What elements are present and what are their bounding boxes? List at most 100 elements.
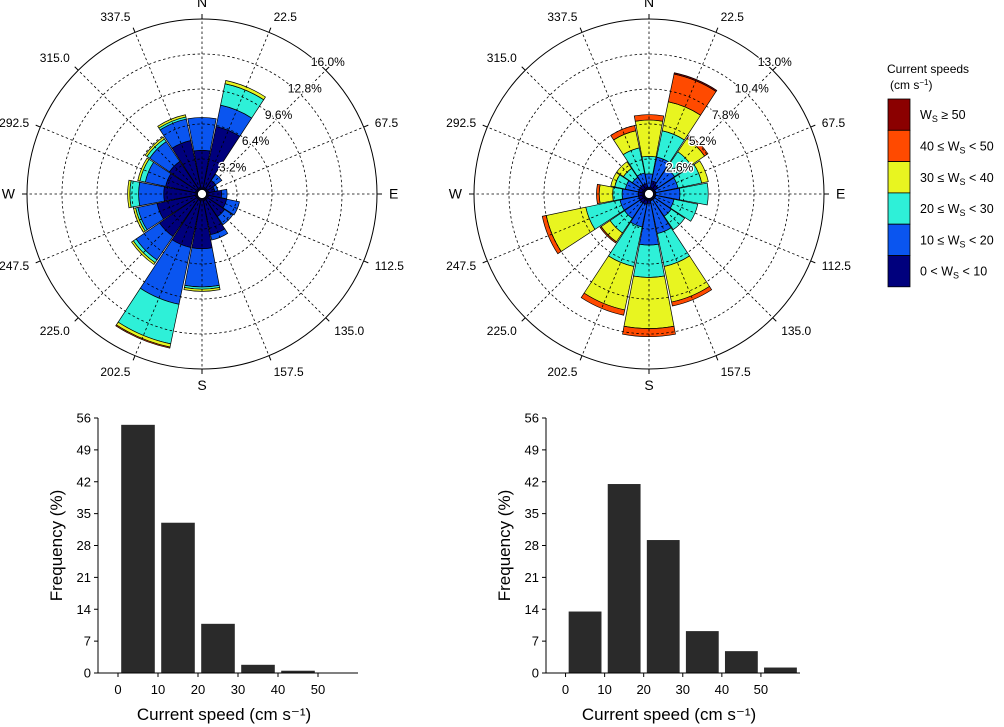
legend-label: 20 ≤ WS < 30 bbox=[920, 202, 994, 218]
histogram-bar bbox=[201, 623, 235, 673]
rose-tick bbox=[35, 124, 41, 128]
direction-label: 247.5 bbox=[0, 259, 30, 273]
petal-2700-bin-3 bbox=[127, 179, 132, 209]
direction-label: 202.5 bbox=[547, 365, 577, 379]
petal-1350-bin-1 bbox=[216, 208, 234, 226]
direction-label: 67.5 bbox=[375, 116, 399, 130]
grid-spoke bbox=[134, 32, 203, 195]
radial-tick-label: 16.0% bbox=[311, 55, 345, 69]
y-tick-label: 0 bbox=[84, 666, 91, 681]
legend-swatch bbox=[887, 192, 911, 225]
x-tick-label: 10 bbox=[597, 682, 611, 697]
legend-label: 10 ≤ WS < 20 bbox=[920, 233, 994, 249]
y-axis-label: Frequency (%) bbox=[47, 490, 66, 601]
histogram-bar bbox=[764, 667, 797, 673]
rose-tick bbox=[810, 124, 816, 128]
petal-675-bin-3 bbox=[693, 160, 709, 184]
direction-label: 292.5 bbox=[446, 116, 476, 130]
radial-tick-label: 13.0% bbox=[758, 55, 792, 69]
direction-label: E bbox=[836, 186, 845, 202]
direction-label: 292.5 bbox=[0, 116, 30, 130]
petal-1575-bin-1 bbox=[210, 228, 229, 241]
petal-900-bin-2 bbox=[679, 182, 709, 206]
histogram-bar bbox=[685, 631, 719, 673]
direction-label: 135.0 bbox=[781, 324, 811, 338]
rose-tick bbox=[268, 355, 272, 361]
direction-label: 315.0 bbox=[40, 51, 70, 65]
rose-tick bbox=[482, 260, 488, 264]
direction-label: 315.0 bbox=[487, 51, 517, 65]
rose-tick bbox=[35, 260, 41, 264]
legend-label: 30 ≤ WS < 40 bbox=[920, 171, 994, 187]
petal-0-bin-1 bbox=[187, 117, 217, 152]
x-tick-label: 0 bbox=[562, 682, 569, 697]
rose-tick bbox=[772, 66, 777, 71]
x-tick-label: 50 bbox=[754, 682, 768, 697]
rose-tick bbox=[579, 355, 583, 361]
rose-tick bbox=[772, 317, 777, 322]
wind-rose-left: 3.2% 6.4% 9.6% 12.8% 16.0% N 22.5 67.5 E 112.5 135… bbox=[0, 0, 404, 393]
petal-3375-bin-3 bbox=[157, 114, 187, 129]
grid-spoke bbox=[487, 193, 650, 262]
petal-2250-bin-3 bbox=[131, 240, 156, 265]
grid-spoke bbox=[201, 32, 270, 195]
legend-swatch bbox=[887, 161, 911, 194]
x-tick-label: 20 bbox=[191, 682, 205, 697]
direction-label: 22.5 bbox=[721, 10, 745, 24]
petal-2475-bin-3 bbox=[133, 207, 146, 233]
grid-spoke bbox=[648, 69, 774, 195]
legend-swatch bbox=[887, 98, 911, 131]
radial-tick-label: 9.6% bbox=[265, 108, 293, 122]
grid-spoke bbox=[201, 193, 270, 356]
grid-spoke bbox=[201, 69, 327, 195]
rose-tick bbox=[810, 260, 816, 264]
legend-units: (cm s−1) bbox=[890, 78, 932, 92]
y-tick-label: 35 bbox=[525, 506, 539, 521]
legend-label: 0 < WS < 10 bbox=[920, 265, 987, 281]
y-tick-label: 0 bbox=[532, 666, 539, 681]
x-tick-label: 40 bbox=[271, 682, 285, 697]
y-tick-label: 49 bbox=[77, 442, 91, 457]
direction-label: W bbox=[2, 186, 16, 202]
direction-label: 337.5 bbox=[100, 10, 130, 24]
grid-spoke bbox=[201, 193, 364, 262]
rose-tick bbox=[363, 260, 369, 264]
y-tick-label: 7 bbox=[84, 634, 91, 649]
y-tick-label: 42 bbox=[525, 474, 539, 489]
histogram-bar bbox=[281, 670, 315, 673]
y-tick-label: 35 bbox=[77, 506, 91, 521]
petal-225-bin-5 bbox=[673, 72, 718, 92]
histogram-bar bbox=[646, 540, 680, 673]
histogram-right: 0 7 14 21 28 35 42 49 56 0 10 20 30 40 50 Current speed… bbox=[495, 411, 800, 724]
petal-1125-bin-1 bbox=[222, 198, 240, 216]
histogram-bar bbox=[568, 611, 602, 673]
rose-tick bbox=[132, 355, 136, 361]
rose-tick bbox=[132, 27, 136, 33]
x-tick-label: 50 bbox=[311, 682, 325, 697]
histogram-bar bbox=[161, 522, 195, 673]
direction-label: E bbox=[389, 186, 398, 202]
direction-label: 157.5 bbox=[721, 365, 751, 379]
radial-tick-label: 2.6% bbox=[666, 161, 694, 175]
x-tick-label: 30 bbox=[231, 682, 245, 697]
y-tick-label: 7 bbox=[532, 634, 539, 649]
x-tick-label: 30 bbox=[676, 682, 690, 697]
direction-label: 247.5 bbox=[446, 259, 476, 273]
rose-tick bbox=[521, 317, 526, 322]
rose-tick bbox=[482, 124, 488, 128]
direction-label: S bbox=[197, 377, 206, 393]
y-tick-label: 49 bbox=[525, 442, 539, 457]
rose-tick bbox=[325, 66, 330, 71]
center-dot bbox=[197, 189, 207, 199]
petal-2025-bin-4 bbox=[580, 292, 626, 316]
direction-label: 112.5 bbox=[822, 259, 851, 273]
rose-tick bbox=[521, 66, 526, 71]
legend-label: WS ≥ 50 bbox=[920, 108, 966, 124]
y-axis-label: Frequency (%) bbox=[495, 490, 514, 601]
rose-tick bbox=[579, 27, 583, 33]
petal-2925-bin-3 bbox=[137, 157, 150, 182]
rose-tick bbox=[715, 355, 719, 361]
histogram-bar bbox=[724, 651, 758, 673]
y-tick-label: 28 bbox=[77, 538, 91, 553]
